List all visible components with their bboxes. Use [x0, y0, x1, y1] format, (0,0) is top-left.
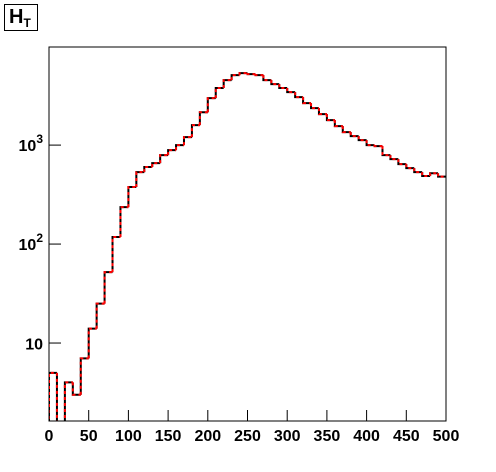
histogram-bin [222, 79, 232, 89]
histogram-bin [63, 381, 73, 421]
histogram-bin [127, 186, 137, 208]
histogram-bin [55, 372, 58, 421]
histogram-bin [278, 84, 288, 90]
histogram-bin [111, 235, 121, 273]
histogram-bin [381, 146, 391, 157]
histogram-bin [286, 88, 296, 94]
histogram-bin [79, 357, 89, 395]
histogram-bin [63, 381, 73, 421]
histogram-bin [429, 172, 439, 177]
histogram-bin [270, 80, 280, 86]
x-tick-label: 50 [80, 428, 98, 445]
histogram-bin [159, 154, 169, 164]
histogram-bin [421, 172, 431, 178]
title-box [4, 4, 38, 31]
x-tick-label: 400 [353, 428, 380, 445]
histogram-bin [95, 302, 105, 329]
histogram-bin [71, 382, 81, 396]
histogram-bin [182, 136, 192, 146]
histogram-bin [182, 136, 192, 146]
x-tick-label: 450 [393, 428, 420, 445]
histogram-bin [246, 73, 256, 76]
histogram-bin [103, 271, 113, 304]
histogram-bin [190, 124, 200, 138]
histogram-bin [49, 371, 57, 421]
histogram-bin [167, 149, 177, 156]
histogram-bin [389, 155, 399, 161]
histogram-bin [214, 87, 224, 99]
x-tick-label: 350 [314, 428, 341, 445]
histogram-bin [103, 271, 113, 304]
histogram-bin [190, 124, 200, 138]
histogram-bin [333, 120, 343, 128]
histogram-group [49, 72, 446, 421]
histogram-bin [254, 74, 264, 77]
x-tick-label: 500 [433, 428, 460, 445]
x-tick-label: 0 [45, 428, 54, 445]
histogram-bin [79, 357, 89, 395]
histogram-bin [111, 235, 121, 273]
histogram-bin [310, 103, 319, 110]
histogram-bin [206, 97, 216, 113]
histogram-bin [230, 74, 240, 81]
y-tick-label: 103 [19, 132, 44, 155]
chart-title: HT [9, 6, 31, 30]
histogram-bin [87, 327, 97, 359]
histogram-bin [302, 97, 312, 105]
histogram-bin [365, 140, 375, 147]
histogram-bin [437, 173, 446, 178]
x-tick-label: 250 [234, 428, 261, 445]
histogram-bin [373, 145, 383, 148]
histogram-bin [238, 72, 248, 76]
histogram-bin [341, 126, 351, 134]
histogram-bin [405, 164, 415, 170]
histogram-bin [222, 79, 232, 89]
histogram-bin [49, 371, 57, 421]
x-tick-label: 100 [115, 428, 142, 445]
histogram-bin [325, 114, 335, 122]
histogram-bin [413, 168, 423, 174]
histogram-bin [198, 111, 208, 126]
histogram-bin [119, 206, 129, 237]
histogram-bin [135, 171, 145, 188]
y-tick-label: 10 [25, 336, 43, 353]
histogram-bin [294, 92, 304, 99]
x-tick-label: 150 [155, 428, 182, 445]
histogram-bin [55, 372, 58, 421]
x-tick-label: 200 [194, 428, 221, 445]
histogram-bin [71, 382, 81, 396]
histogram-bin [206, 97, 216, 113]
histogram-bin [317, 108, 327, 116]
plot-frame [48, 46, 447, 422]
histogram-bin [357, 136, 367, 142]
histogram-bin [95, 302, 105, 329]
histogram-bin [135, 171, 145, 188]
histogram-bin [214, 87, 224, 99]
histogram-bin [87, 327, 97, 359]
histogram-bin [198, 111, 208, 126]
histogram-bin [397, 159, 407, 166]
histogram-bin [127, 186, 137, 208]
histogram-bin [143, 166, 153, 173]
histogram-bin [381, 146, 391, 157]
y-tick-label: 102 [19, 231, 44, 254]
histogram-bin [175, 144, 184, 151]
x-tick-label: 300 [274, 428, 301, 445]
histogram-bin [159, 154, 169, 164]
histogram-bin [262, 75, 272, 82]
histogram-bin [119, 206, 129, 237]
histogram-bin [349, 132, 359, 138]
histogram-bin [151, 162, 161, 168]
